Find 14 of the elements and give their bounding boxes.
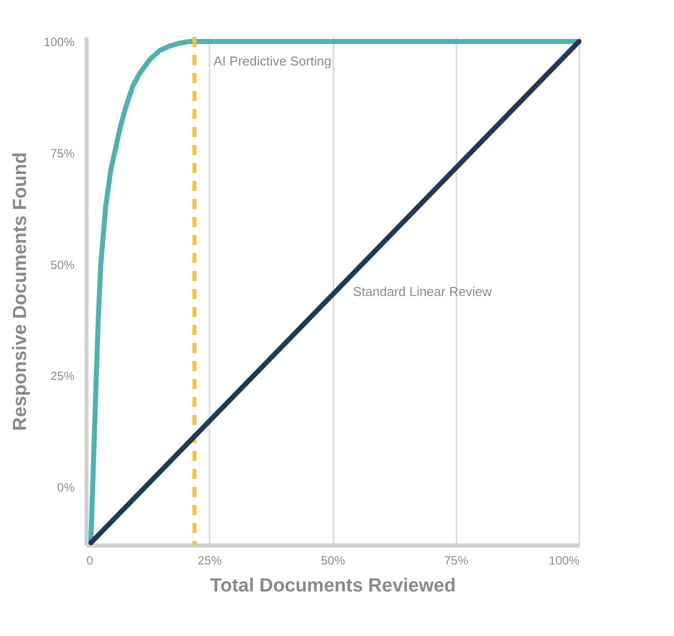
x-tick-label: 75% (444, 554, 469, 568)
y-axis-title: Responsive Documents Found (10, 152, 31, 431)
y-tick-label: 75% (50, 146, 75, 160)
series-label: AI Predictive Sorting (214, 53, 332, 68)
x-tick-label: 100% (548, 554, 580, 568)
x-axis-title: Total Documents Reviewed (210, 576, 456, 596)
series-label: Standard Linear Review (352, 284, 492, 300)
x-tick-label: 0 (86, 554, 94, 568)
y-tick-label: 50% (50, 258, 75, 272)
x-tick-label: 25% (198, 554, 222, 568)
x-tick-label: 50% (320, 554, 346, 568)
y-tick-label: 25% (50, 369, 75, 384)
y-tick-label: 100% (44, 34, 75, 49)
y-tick-label: 0% (57, 480, 75, 495)
